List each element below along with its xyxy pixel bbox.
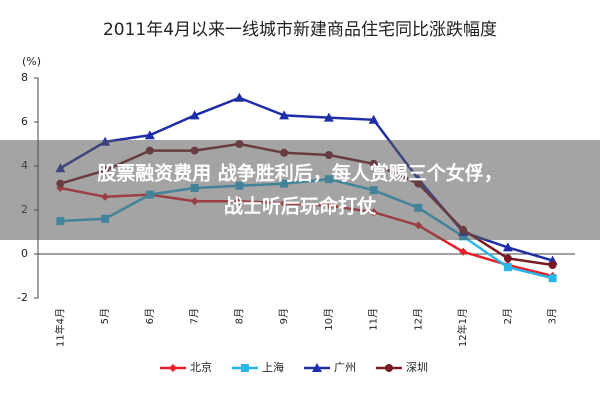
marker bbox=[503, 263, 512, 272]
marker bbox=[323, 112, 334, 122]
x-tick-label: 6月 bbox=[144, 308, 156, 324]
legend-item: 上海 bbox=[232, 360, 284, 374]
marker bbox=[234, 92, 245, 102]
marker bbox=[385, 364, 393, 372]
y-tick-label: 8 bbox=[21, 71, 28, 84]
marker bbox=[503, 254, 512, 263]
chart-title: 2011年4月以来一线城市新建商品住宅同比涨跌幅度 bbox=[103, 20, 497, 40]
marker bbox=[312, 363, 322, 372]
y-tick-label: 6 bbox=[21, 115, 28, 128]
legend-item: 广州 bbox=[304, 361, 356, 374]
marker bbox=[144, 130, 155, 140]
marker bbox=[189, 110, 200, 120]
x-tick-label: 9月 bbox=[278, 308, 290, 324]
y-axis-label: (%) bbox=[22, 55, 41, 68]
x-tick-label: 3月 bbox=[547, 308, 559, 324]
marker bbox=[169, 364, 177, 372]
x-tick-label: 11年4月 bbox=[53, 308, 66, 347]
marker bbox=[459, 247, 468, 256]
legend-item: 北京 bbox=[160, 360, 212, 374]
x-tick-label: 10月 bbox=[323, 308, 335, 331]
x-tick-label: 8月 bbox=[233, 308, 245, 324]
marker bbox=[241, 364, 249, 372]
overlay-text: 股票融资费用 战争胜利后，每人赏赐三个女俘， bbox=[97, 162, 503, 185]
marker bbox=[548, 274, 557, 283]
legend-label: 上海 bbox=[262, 360, 284, 374]
legend-label: 北京 bbox=[190, 360, 212, 374]
y-tick-label: 0 bbox=[21, 247, 28, 260]
x-tick-label: 12月 bbox=[412, 308, 424, 331]
overlay-banner bbox=[0, 140, 600, 240]
y-tick-label: -2 bbox=[17, 291, 28, 304]
overlay-text: 战士听后玩命打仗 bbox=[224, 195, 377, 218]
legend-label: 广州 bbox=[334, 361, 356, 374]
x-tick-label: 11月 bbox=[368, 308, 380, 331]
marker bbox=[279, 110, 290, 120]
x-tick-label: 2月 bbox=[502, 308, 514, 324]
legend-label: 深圳 bbox=[406, 361, 428, 374]
x-tick-label: 5月 bbox=[99, 308, 111, 324]
x-tick-label: 12年1月 bbox=[456, 308, 469, 347]
marker bbox=[548, 261, 557, 269]
marker bbox=[368, 114, 379, 124]
x-tick-label: 7月 bbox=[189, 308, 201, 324]
marker bbox=[502, 242, 513, 252]
legend-item: 深圳 bbox=[376, 361, 428, 374]
